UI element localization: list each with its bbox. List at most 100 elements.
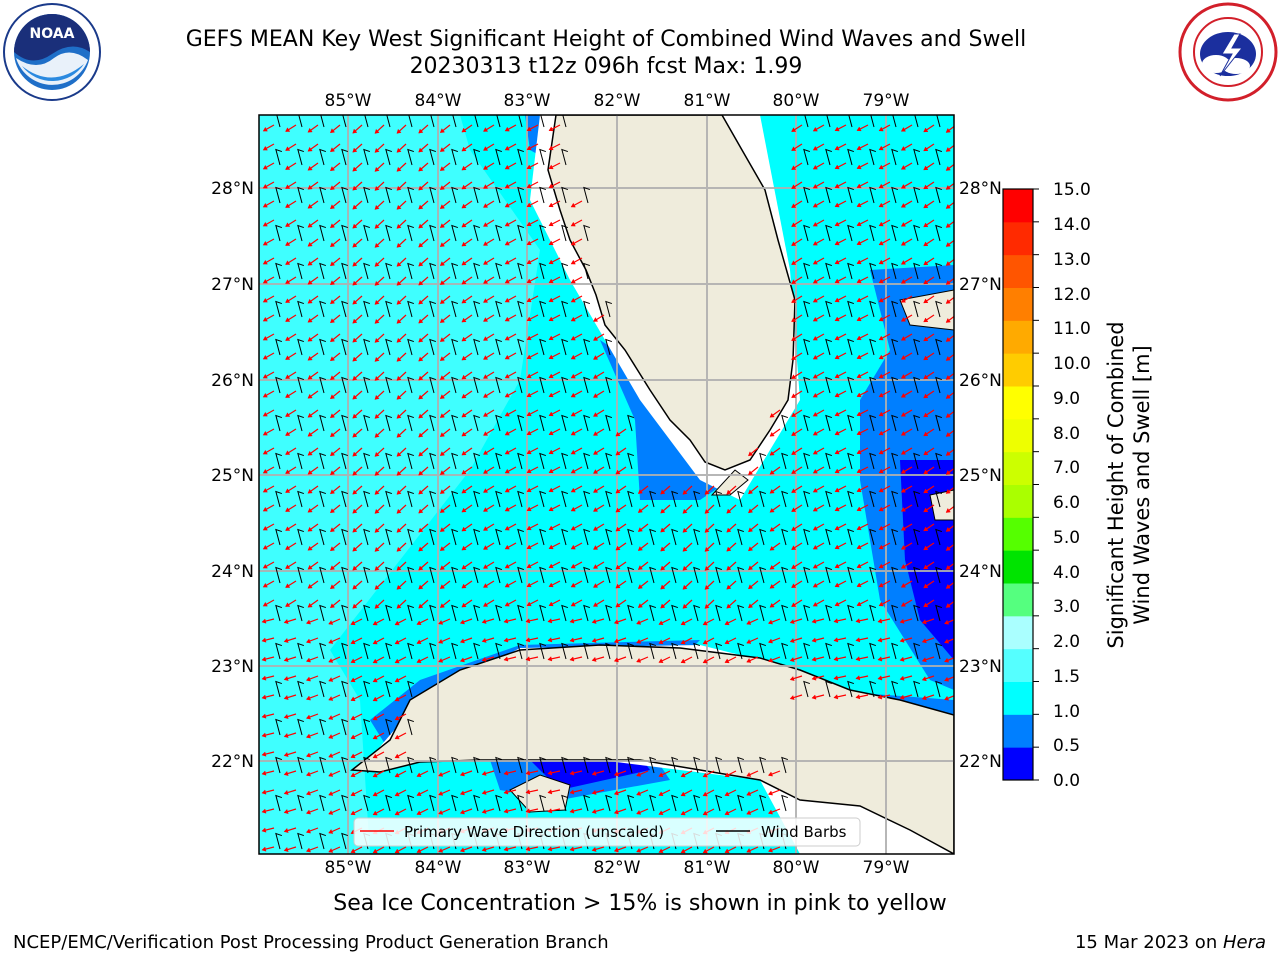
wind-barb	[649, 794, 657, 812]
wind-barb	[870, 115, 875, 128]
wave-direction-arrowhead	[396, 395, 402, 400]
wave-direction-arrowhead	[439, 356, 445, 361]
wave-direction-arrowhead	[548, 544, 554, 550]
wind-barb	[407, 718, 415, 736]
wave-direction-arrowhead	[856, 354, 862, 360]
wave-direction-arrowhead	[307, 451, 313, 456]
wave-direction-arrowhead	[636, 772, 641, 777]
wind-barb	[429, 756, 437, 774]
wave-direction-arrowhead	[812, 127, 818, 132]
wind-barb	[737, 756, 745, 774]
wind-barb	[803, 262, 811, 280]
wave-direction-arrowhead	[328, 734, 334, 739]
wave-direction-arrowhead	[768, 790, 773, 796]
footer-date-text: 15 Mar 2023 on	[1074, 932, 1223, 953]
wind-barb	[693, 604, 701, 622]
wind-barb	[561, 186, 569, 204]
wave-direction-arrowhead	[878, 279, 884, 284]
wave-direction-arrowhead	[394, 715, 400, 721]
wind-barb	[605, 452, 613, 470]
wind-barb	[341, 414, 349, 432]
wind-barb	[935, 414, 943, 432]
lon-label-top: 81°W	[684, 91, 731, 111]
wave-direction-arrowhead	[834, 392, 840, 398]
wave-direction-arrowhead	[660, 565, 665, 571]
wave-direction-arrowhead	[769, 470, 775, 475]
wind-barb	[517, 566, 525, 584]
wave-direction-arrowhead	[374, 224, 380, 229]
wave-direction-arrowhead	[945, 337, 951, 342]
wave-direction-arrowhead	[481, 790, 487, 795]
wave-direction-arrowhead	[372, 772, 378, 778]
wave-direction-arrowhead	[262, 431, 268, 436]
wind-barb	[363, 604, 371, 622]
wave-direction-arrowhead	[307, 394, 313, 399]
wave-direction-arrowhead	[945, 527, 951, 532]
wave-direction-arrowhead	[834, 354, 840, 360]
wind-barb	[891, 262, 899, 280]
colorbar-band	[1003, 451, 1033, 485]
wave-direction-arrowhead	[285, 298, 290, 303]
wave-direction-arrowhead	[328, 753, 334, 758]
wave-direction-arrowhead	[372, 696, 378, 702]
colorbar-title-line1: Significant Height of Combined	[1104, 321, 1128, 649]
wave-direction-arrowhead	[945, 299, 951, 304]
colorbar-tick-label: 12.0	[1053, 285, 1091, 305]
wind-barb	[319, 718, 327, 736]
wave-direction-arrowhead	[682, 604, 688, 609]
wave-direction-arrowhead	[593, 336, 598, 341]
wind-barb	[473, 452, 481, 470]
wave-direction-arrowhead	[526, 164, 532, 170]
wave-direction-arrowhead	[569, 770, 575, 776]
wind-barb	[539, 452, 547, 470]
wave-direction-arrowhead	[921, 657, 927, 663]
wave-direction-arrowhead	[418, 280, 423, 286]
wave-direction-arrowhead	[856, 487, 862, 493]
wave-direction-arrowhead	[396, 167, 402, 172]
wave-direction-arrowhead	[877, 618, 883, 624]
wave-direction-arrowhead	[483, 564, 488, 569]
wave-direction-arrowhead	[789, 638, 795, 643]
wind-barb	[891, 186, 899, 204]
wave-direction-arrowhead	[570, 374, 576, 379]
wave-direction-arrowhead	[548, 164, 554, 170]
wave-direction-arrowhead	[526, 316, 532, 322]
wave-direction-arrowhead	[856, 411, 862, 417]
wave-direction-arrowhead	[526, 297, 532, 303]
wave-direction-arrowhead	[352, 186, 358, 191]
wind-barb	[693, 642, 701, 660]
wave-direction-arrowhead	[461, 565, 467, 570]
wind-barb	[297, 756, 305, 774]
wind-barb	[297, 718, 305, 736]
wind-barb	[363, 794, 371, 812]
lat-label-left: 26°N	[211, 371, 254, 391]
wave-direction-arrowhead	[548, 335, 554, 341]
wave-direction-arrowhead	[945, 147, 951, 152]
wave-direction-arrowhead	[374, 262, 380, 267]
wave-direction-arrowhead	[570, 260, 576, 265]
wave-direction-arrowhead	[593, 488, 598, 493]
wave-direction-arrowhead	[923, 602, 929, 608]
wind-barb	[451, 148, 459, 166]
wind-barb	[341, 300, 349, 318]
wave-direction-arrowhead	[945, 375, 951, 380]
wave-direction-arrowhead	[812, 526, 818, 531]
colorbar-tick-label: 0.5	[1053, 736, 1081, 756]
wind-barb	[583, 642, 591, 660]
wave-direction-arrowhead	[660, 584, 665, 590]
wave-direction-arrowhead	[548, 601, 554, 607]
wave-direction-arrowhead	[262, 165, 268, 170]
wind-barb	[583, 338, 591, 356]
wind-barb	[869, 452, 877, 470]
wave-direction-arrowhead	[285, 526, 290, 531]
wave-direction-arrowhead	[504, 450, 510, 455]
wave-direction-arrowhead	[791, 602, 796, 607]
wind-barb	[627, 490, 635, 508]
wave-direction-arrowhead	[285, 564, 290, 569]
wind-barb	[451, 262, 459, 280]
wind-barb	[473, 566, 481, 584]
wave-direction-arrowhead	[878, 393, 884, 398]
wave-direction-arrowhead	[526, 373, 532, 379]
wave-direction-arrowhead	[396, 205, 402, 210]
wave-direction-arrowhead	[768, 809, 773, 815]
